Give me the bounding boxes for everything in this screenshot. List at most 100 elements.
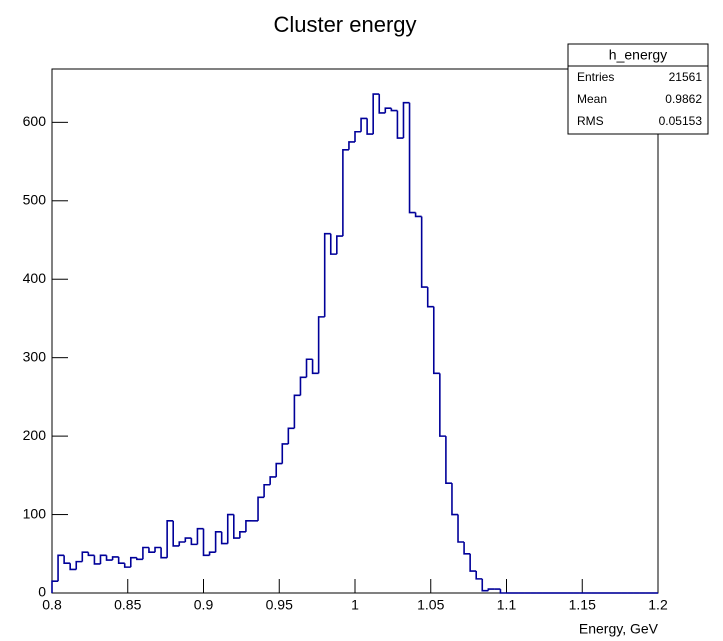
stats-value: 21561 [669,70,703,84]
histogram-bin [469,553,477,572]
y-tick-label: 200 [23,427,47,443]
histogram-bin [475,571,483,580]
stats-label: Mean [577,92,607,106]
x-tick-label: 0.85 [114,597,141,613]
histogram-bin [432,306,440,375]
histogram-bin [372,93,380,135]
chart-title: Cluster energy [273,12,416,37]
stats-label: RMS [577,114,604,128]
histogram-bin [93,555,101,565]
histogram-bin [420,216,428,288]
histogram-bin [178,541,186,546]
x-tick-label: 1 [351,597,359,613]
histogram-bin [99,554,107,564]
stats-value: 0.9862 [665,92,702,106]
histogram-bin [275,462,283,477]
stats-title: h_energy [609,47,667,63]
histogram-bin [317,316,325,374]
histogram-bin [354,130,362,142]
histogram-bin [269,476,277,485]
histogram-bin [299,376,307,396]
histogram-bin [239,531,246,539]
x-tick-label: 1.15 [569,597,596,613]
histogram-bin [348,141,355,150]
histogram-bin [257,496,265,521]
histogram-bin [366,118,374,135]
histogram-bin [69,563,77,571]
histogram-bin [414,212,422,218]
x-tick-label: 1.2 [648,597,668,613]
histogram-bin [293,394,301,429]
histogram-bin [123,563,131,568]
histogram-bin [117,556,125,564]
histogram-bin [172,520,180,547]
histogram-bin [342,148,349,237]
histogram-bin [148,547,156,554]
histogram-bin [184,537,192,543]
histogram-bin [154,546,162,553]
stats-value: 0.05153 [659,114,703,128]
histogram-bin [190,538,198,546]
x-tick-label: 1.1 [497,597,517,613]
y-tick-label: 600 [23,113,47,129]
histogram-bin [160,547,168,559]
x-tick-label: 0.9 [194,597,214,613]
x-tick-label: 1.05 [417,597,444,613]
histogram-bin [457,514,465,543]
y-tick-label: 400 [23,270,47,286]
histogram-bin [426,287,434,308]
y-tick-label: 300 [23,348,47,364]
histogram-bin [323,232,331,317]
x-tick-label: 0.95 [266,597,293,613]
histogram-bin [311,359,319,375]
histogram-bin [245,520,252,532]
histogram-bin [75,560,83,570]
y-tick-label: 100 [23,505,47,521]
histogram-bin [390,108,398,112]
histogram-bin [105,555,113,561]
histogram-bin [111,556,119,561]
histogram-bin [499,589,507,594]
histogram-bin [463,542,471,555]
histogram-bin [196,527,204,545]
histogram-bin [263,483,271,498]
histogram-bin [214,531,222,553]
histogram-bin [166,520,174,558]
histogram-bin [402,101,410,139]
histogram-bin [439,373,446,437]
histogram-bin [281,443,289,464]
histogram-bin [136,557,143,561]
stats-label: Entries [577,70,614,84]
histogram-bin [202,528,210,557]
histogram-bin [51,580,59,593]
histogram-bin [408,102,416,214]
histogram-bin [57,554,65,582]
histogram-bin [384,107,392,113]
histogram-bin [445,436,452,484]
histogram-bin [142,546,149,560]
histogram-bin [396,110,404,139]
histogram-bin [81,551,89,562]
histogram-bin [305,358,313,378]
histogram-bin [451,483,459,516]
histogram-bin [487,588,495,591]
y-tick-label: 500 [23,191,47,207]
histogram-bin [63,555,71,564]
stats-box [567,43,709,135]
histogram-bin [336,235,343,255]
histogram-bin [129,556,137,568]
histogram-bin [87,552,95,557]
histogram-bin [329,233,337,255]
histogram-bin [208,551,216,556]
histogram-bin [226,513,234,544]
x-axis-label: Energy, GeV [579,621,659,637]
histogram-bin [481,578,489,592]
histogram-bin [287,427,295,444]
x-tick-label: 0.8 [42,597,62,613]
histogram-bin [220,531,228,545]
histogram-bin [378,94,386,114]
y-tick-label: 0 [38,584,46,600]
histogram-bin [233,514,240,539]
histogram-bin [360,117,368,132]
